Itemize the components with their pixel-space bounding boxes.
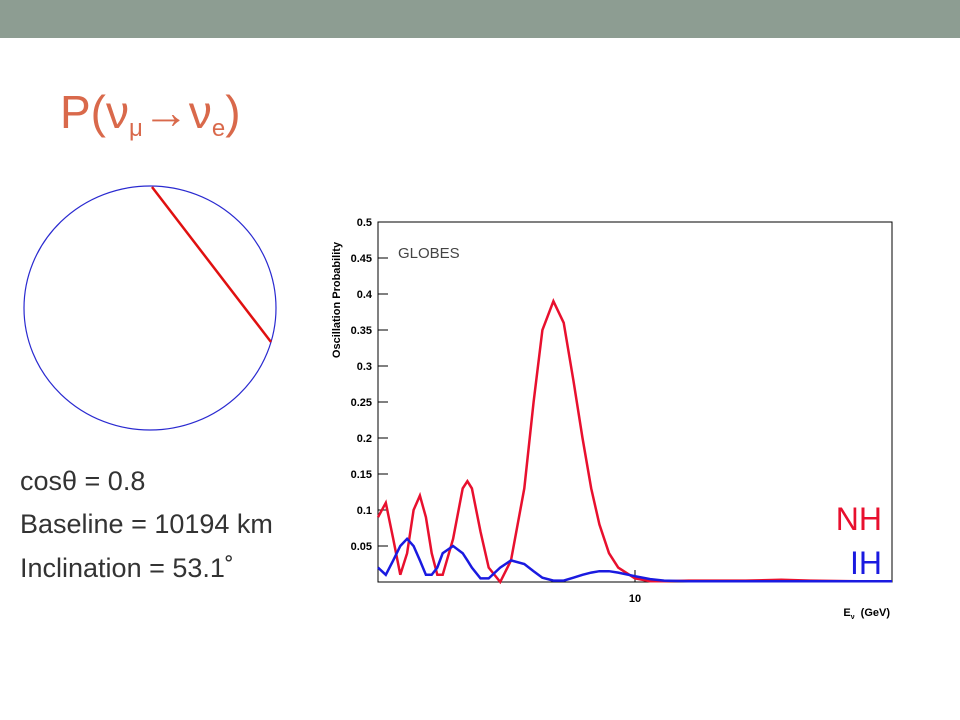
info-line: Inclination = 53.1˚ bbox=[20, 553, 234, 583]
y-tick-label: 0.3 bbox=[357, 361, 372, 373]
earth-circle bbox=[23, 185, 277, 431]
x-tick-label: 10 bbox=[629, 593, 641, 605]
title-part: P( bbox=[60, 86, 107, 138]
y-tick-label: 0.4 bbox=[357, 289, 373, 301]
series-line bbox=[377, 536, 892, 583]
top-bar bbox=[0, 0, 960, 38]
y-tick-label: 0.45 bbox=[351, 253, 372, 265]
info-line: Baseline = 10194 km bbox=[20, 509, 273, 539]
series-line bbox=[376, 298, 892, 585]
title-part: → bbox=[143, 86, 189, 138]
x-label-part: ν bbox=[851, 614, 855, 621]
y-tick-label: 0.35 bbox=[351, 325, 372, 337]
x-label-part: (GeV) bbox=[861, 607, 891, 619]
legend-label: NH bbox=[836, 501, 882, 537]
slide-title: P(νμ→νe) bbox=[60, 86, 241, 142]
x-label-part: E bbox=[843, 607, 850, 619]
title-part: μ bbox=[129, 115, 143, 142]
title-part: ν bbox=[106, 86, 129, 138]
y-tick-label: 0.2 bbox=[357, 433, 372, 445]
y-axis-label: Oscillation Probability bbox=[331, 241, 343, 358]
title-part: ν bbox=[189, 86, 212, 138]
y-tick-label: 0.1 bbox=[357, 505, 372, 517]
title-part: ) bbox=[225, 86, 240, 138]
y-tick-label: 0.5 bbox=[357, 217, 372, 229]
y-tick-label: 0.15 bbox=[351, 469, 372, 481]
annotation: GLOBES bbox=[398, 245, 460, 262]
y-tick-label: 0.25 bbox=[351, 397, 372, 409]
x-axis-label: Eν (GeV) bbox=[843, 607, 890, 621]
legend-label: IH bbox=[850, 545, 882, 581]
title-part: e bbox=[212, 115, 225, 142]
baseline-chord bbox=[151, 186, 272, 343]
y-tick-label: 0.05 bbox=[351, 541, 372, 553]
info-line: cosθ = 0.8 bbox=[20, 466, 145, 496]
